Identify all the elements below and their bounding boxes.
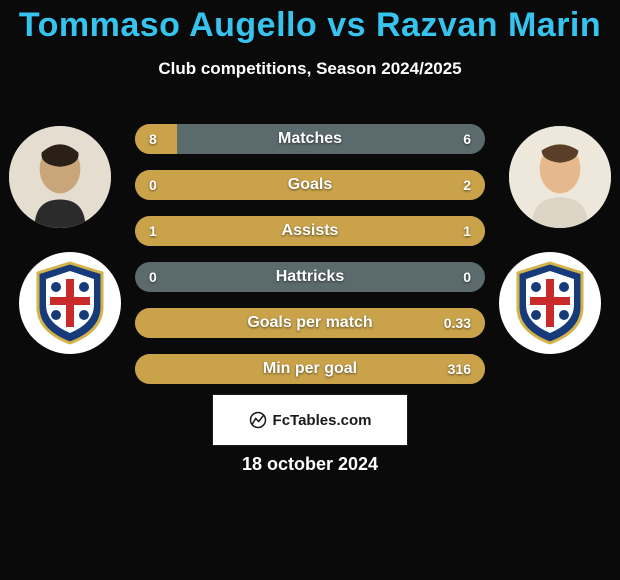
date-text: 18 october 2024: [0, 454, 620, 475]
stat-label: Min per goal: [135, 354, 485, 384]
stat-value-right: 316: [434, 354, 485, 384]
stat-row: 0Hattricks0: [135, 262, 485, 292]
stat-row: 8Matches6: [135, 124, 485, 154]
stat-value-right: 0: [449, 262, 485, 292]
brand-box: FcTables.com: [212, 394, 408, 446]
stat-row: Goals per match0.33: [135, 308, 485, 338]
brand-text: FcTables.com: [273, 412, 372, 429]
stat-value-right: 0.33: [430, 308, 485, 338]
club-badge-right: [499, 252, 601, 354]
stat-row: Min per goal316: [135, 354, 485, 384]
player-photo-right: [509, 126, 611, 228]
stat-value-right: 6: [449, 124, 485, 154]
stat-bars: 8Matches60Goals21Assists10Hattricks0Goal…: [135, 124, 485, 400]
stat-row: 0Goals2: [135, 170, 485, 200]
stat-label: Goals: [135, 170, 485, 200]
stat-label: Matches: [135, 124, 485, 154]
subtitle: Club competitions, Season 2024/2025: [0, 59, 620, 79]
stat-value-right: 2: [449, 170, 485, 200]
stat-label: Hattricks: [135, 262, 485, 292]
page-title: Tommaso Augello vs Razvan Marin: [0, 0, 620, 45]
brand-logo-icon: [249, 411, 267, 429]
stat-label: Assists: [135, 216, 485, 246]
stat-row: 1Assists1: [135, 216, 485, 246]
club-badge-left: [19, 252, 121, 354]
stat-value-right: 1: [449, 216, 485, 246]
player-photo-left: [9, 126, 111, 228]
